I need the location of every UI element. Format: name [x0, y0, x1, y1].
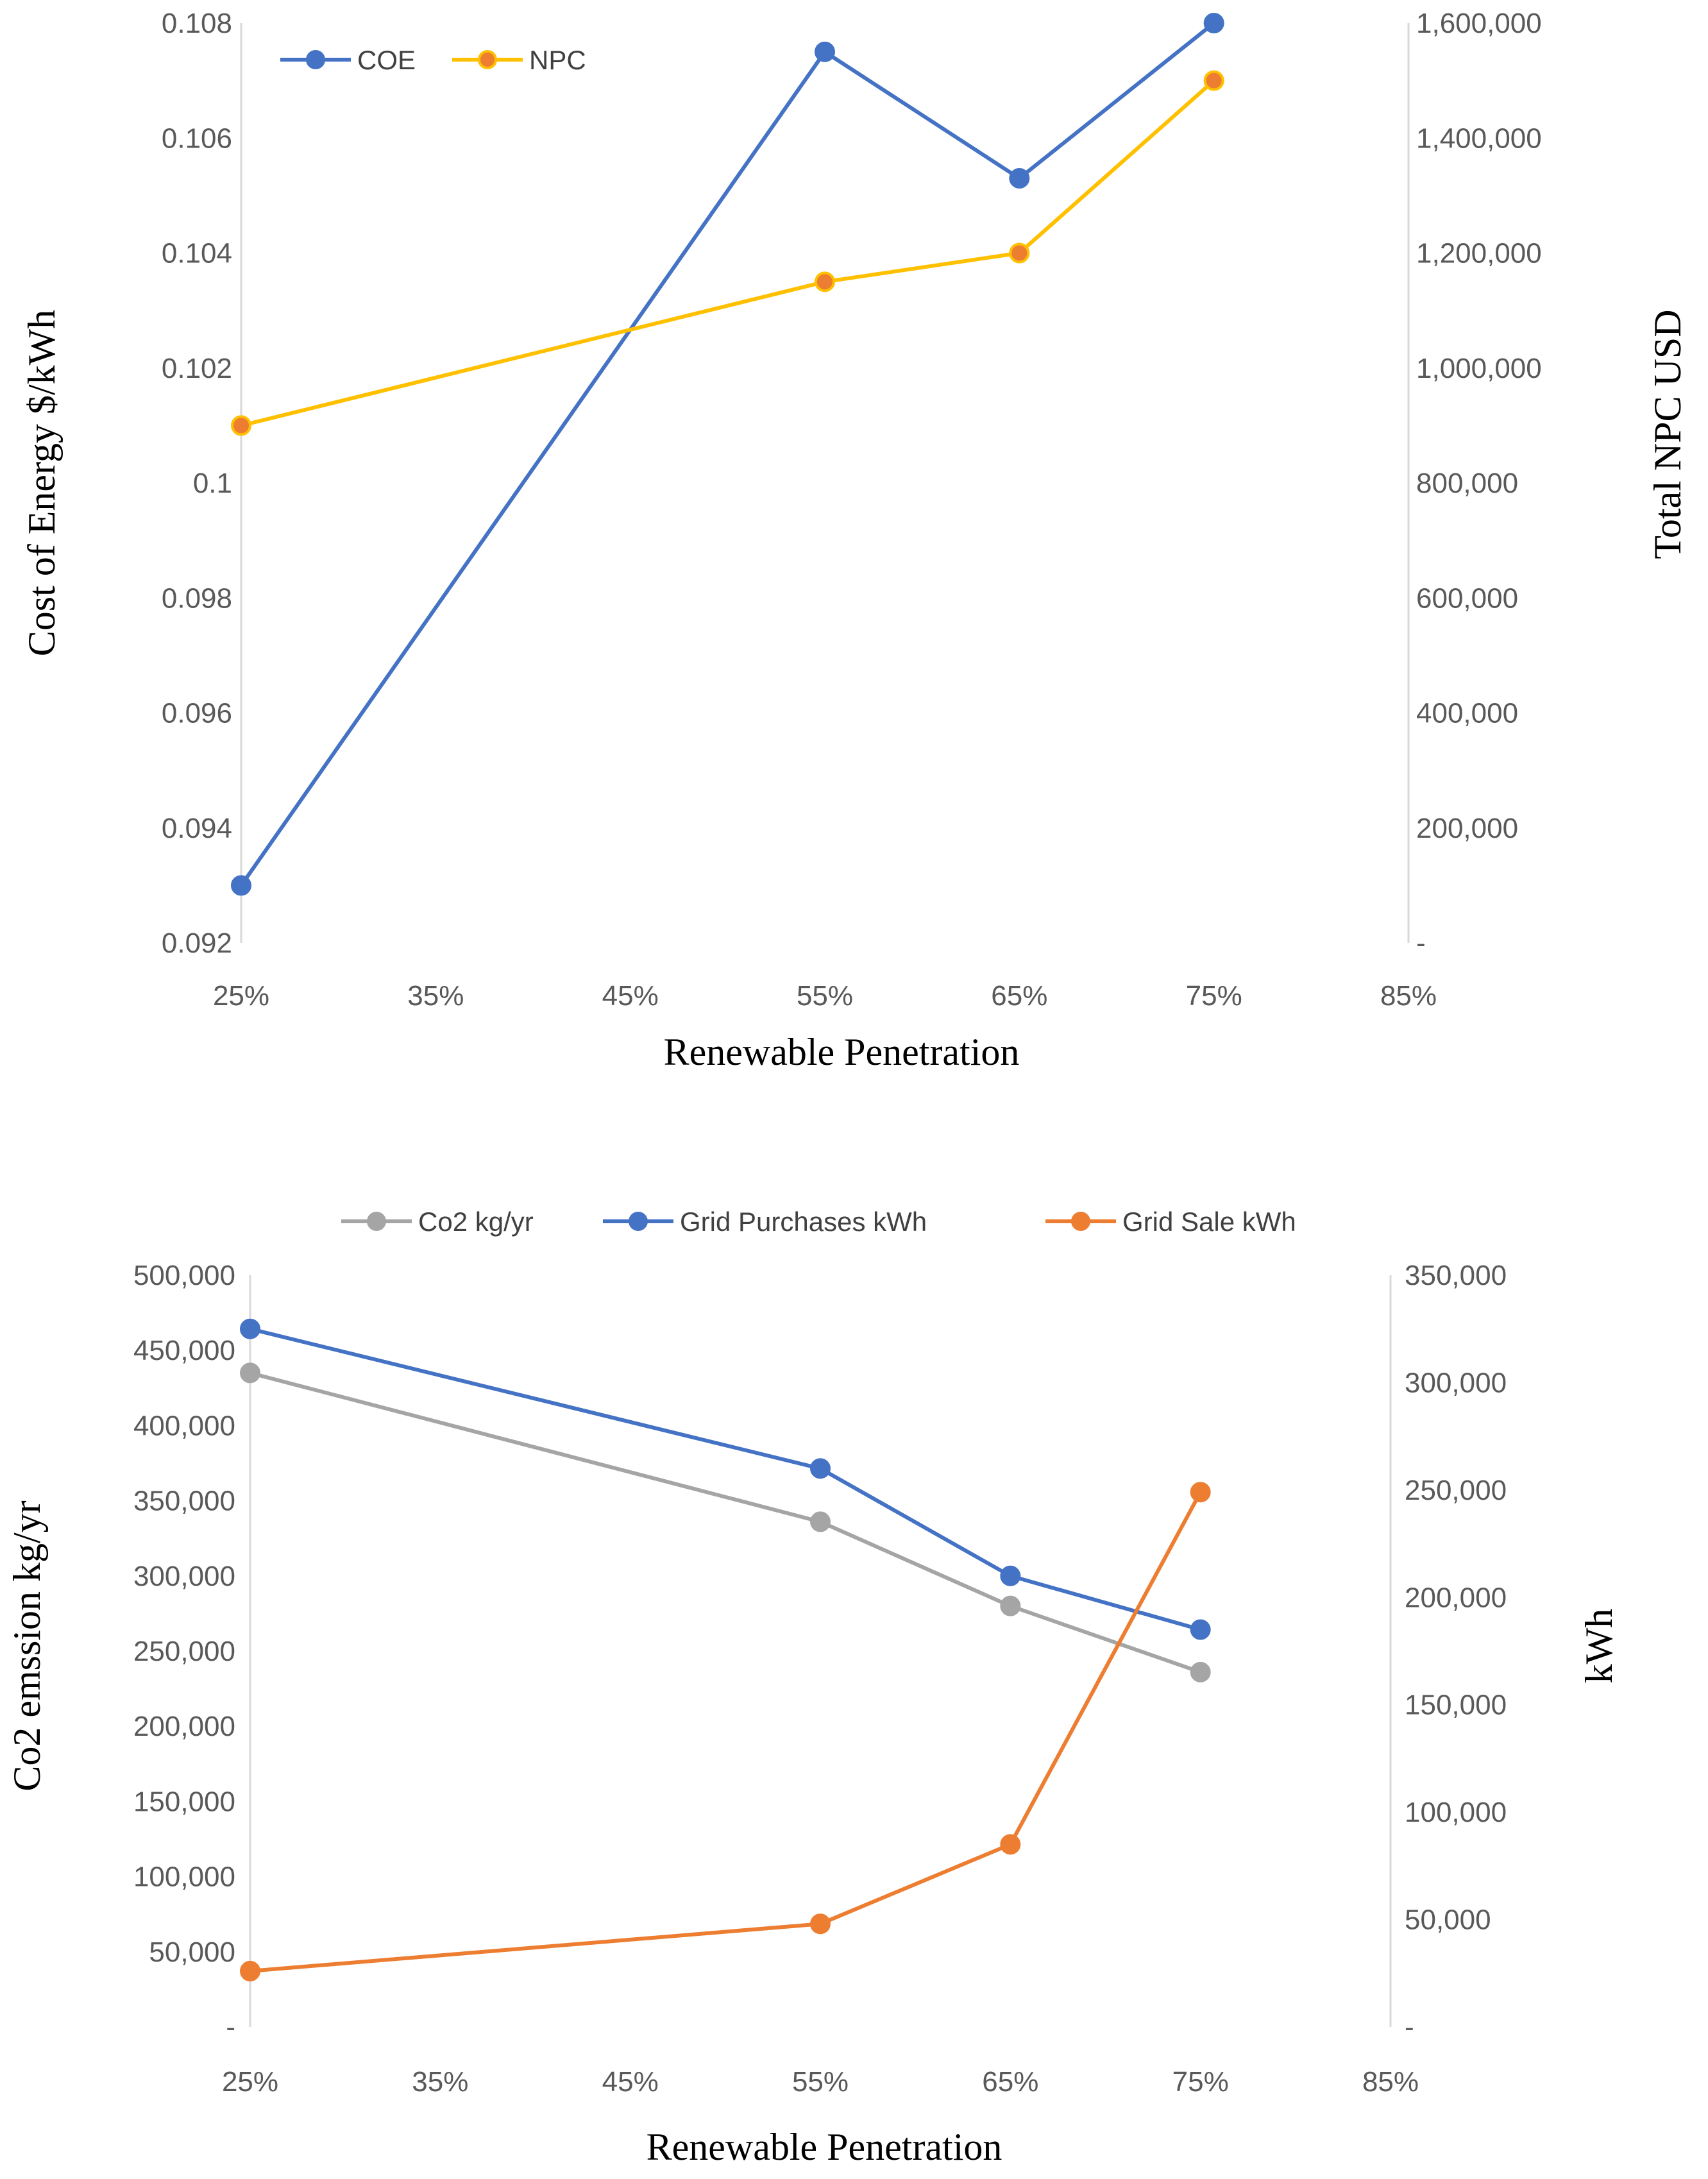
y-tick-label: 0.094	[162, 813, 232, 844]
data-point-grid-sale-kwh	[1190, 1482, 1211, 1503]
y2-tick-label: 200,000	[1416, 813, 1518, 844]
series-line-coe	[239, 21, 1215, 887]
y-tick-label: 150,000	[133, 1786, 235, 1817]
data-point-grid-purchases-kwh	[1190, 1619, 1211, 1640]
y-tick-label: 200,000	[133, 1711, 235, 1742]
data-point-grid-purchases-kwh	[810, 1458, 831, 1479]
data-point-grid-purchases-kwh	[240, 1318, 260, 1339]
legend-marker-grid-sale-kwh	[1071, 1212, 1090, 1231]
data-point-grid-sale-kwh	[1000, 1834, 1021, 1855]
y2-tick-label: 50,000	[1405, 1904, 1491, 1936]
data-point-co2-kg-yr	[1000, 1595, 1021, 1616]
data-point-coe	[231, 875, 251, 896]
legend-label-coe: COE	[357, 45, 416, 75]
y-tick-label: 400,000	[133, 1410, 235, 1441]
y-tick-label: 500,000	[133, 1260, 235, 1291]
y2-tick-label: 200,000	[1405, 1582, 1507, 1613]
chart-cost-vs-penetration: 25% 35% 45% 55% 65% 75% 85%0.1080.1060.1040.10…	[21, 8, 1689, 1073]
y-tick-label: 0.092	[162, 928, 232, 959]
y2-tick-label: 300,000	[1405, 1367, 1507, 1398]
x-tick-label: 55%	[797, 980, 853, 1012]
y2-tick-label: 1,000,000	[1416, 353, 1542, 384]
y-tick-label: 300,000	[133, 1561, 235, 1592]
y-tick-label: 350,000	[133, 1486, 235, 1517]
data-point-coe	[815, 41, 835, 62]
x-tick-label: 45%	[602, 980, 659, 1012]
x-axis-title: Renewable Penetration	[664, 1031, 1020, 1073]
y-tick-label: 100,000	[133, 1861, 235, 1893]
data-point-coe	[1203, 13, 1224, 33]
data-point-npc	[231, 415, 251, 436]
data-point-grid-sale-kwh	[240, 1960, 260, 1981]
x-tick-label: 25%	[222, 2066, 278, 2098]
y2-tick-label: 350,000	[1405, 1260, 1507, 1291]
y-tick-label: 50,000	[149, 1937, 235, 1968]
legend-marker-co2-kg-yr	[367, 1212, 386, 1231]
y2-tick-label: 250,000	[1405, 1475, 1507, 1506]
y2-tick-label: 150,000	[1405, 1690, 1507, 1721]
y-tick-label: 0.108	[162, 8, 232, 39]
data-point-co2-kg-yr	[1190, 1661, 1211, 1683]
y-axis-title: Co2 emssion kg/yr	[6, 1500, 48, 1791]
legend-label-co2-kg-yr: Co2 kg/yr	[418, 1207, 534, 1237]
x-tick-label: 35%	[407, 980, 464, 1012]
y2-tick-label: 1,200,000	[1416, 238, 1542, 269]
y2-tick-label: 100,000	[1405, 1797, 1507, 1828]
data-point-npc	[815, 271, 835, 293]
y2-axis-title: Total NPC USD	[1646, 309, 1689, 559]
data-point-co2-kg-yr	[810, 1511, 831, 1532]
x-tick-label: 75%	[1172, 2066, 1229, 2098]
x-tick-label: 65%	[991, 980, 1047, 1012]
y2-tick-label: 1,400,000	[1416, 123, 1542, 154]
y-axis-title: Cost of Energy $/kWh	[21, 310, 63, 657]
series-line-co2-kg-yr	[249, 1371, 1201, 1674]
legend-marker-npc	[478, 50, 497, 69]
x-tick-label: 25%	[213, 980, 269, 1012]
series-line-grid-sale-kwh	[249, 1491, 1203, 1973]
y2-axis-title: kWh	[1578, 1609, 1620, 1684]
y-tick-label: 0.098	[162, 582, 232, 614]
x-tick-label: 55%	[792, 2066, 849, 2098]
legend-label-grid-purchases-kwh: Grid Purchases kWh	[680, 1207, 927, 1237]
y-tick-label: 0.1	[193, 468, 232, 499]
legend-label-grid-sale-kwh: Grid Sale kWh	[1122, 1207, 1296, 1237]
y-tick-label: 0.106	[162, 123, 232, 154]
y-tick-label: 450,000	[133, 1335, 235, 1366]
data-point-grid-purchases-kwh	[1000, 1565, 1021, 1586]
y-tick-label: 250,000	[133, 1636, 235, 1667]
y-tick-label: 0.104	[162, 238, 232, 269]
data-point-npc	[1203, 70, 1224, 91]
data-point-coe	[1009, 167, 1030, 189]
x-tick-label: 45%	[602, 2066, 659, 2098]
data-point-npc	[1009, 242, 1030, 264]
series-line-grid-purchases-kwh	[249, 1327, 1201, 1632]
y2-tick-label: 400,000	[1416, 698, 1518, 729]
series-line-npc	[241, 79, 1215, 428]
y2-tick-label: 800,000	[1416, 468, 1518, 499]
x-tick-label: 85%	[1362, 2066, 1419, 2098]
x-tick-label: 65%	[982, 2066, 1038, 2098]
y2-tick-label: -	[1416, 928, 1426, 959]
legend-marker-grid-purchases-kwh	[629, 1212, 648, 1231]
y-tick-label: -	[226, 2012, 235, 2043]
x-tick-label: 35%	[412, 2066, 468, 2098]
data-point-grid-sale-kwh	[810, 1913, 831, 1935]
legend-label-npc: NPC	[529, 45, 586, 75]
y2-tick-label: -	[1405, 2012, 1414, 2043]
y-tick-label: 0.096	[162, 698, 232, 729]
x-tick-label: 85%	[1380, 980, 1437, 1012]
y2-tick-label: 600,000	[1416, 582, 1518, 614]
x-axis-title: Renewable Penetration	[647, 2126, 1002, 2168]
y2-tick-label: 1,600,000	[1416, 8, 1542, 39]
y-tick-label: 0.102	[162, 353, 232, 384]
legend-marker-coe	[306, 50, 325, 69]
chart-emissions-vs-penetration: 25% 35% 45% 55% 65% 75% 85% 500,000 450,000 400,0…	[6, 1207, 1620, 2168]
x-tick-label: 75%	[1186, 980, 1242, 1012]
data-point-co2-kg-yr	[240, 1362, 260, 1384]
